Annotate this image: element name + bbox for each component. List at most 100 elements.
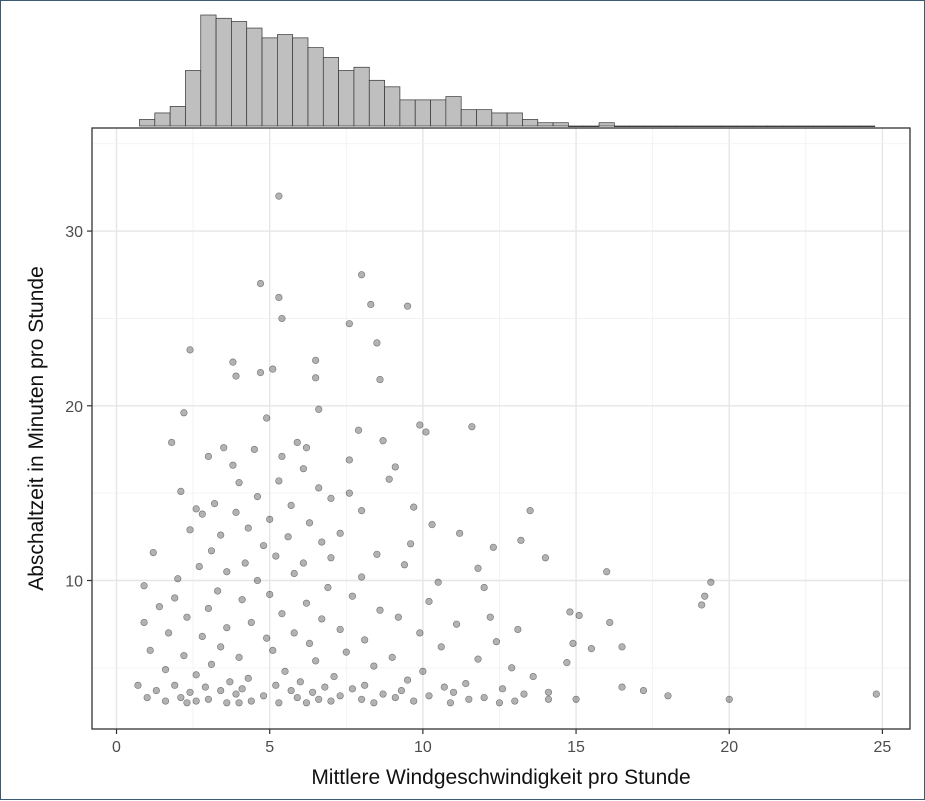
data-point xyxy=(223,699,231,707)
data-point xyxy=(223,568,231,576)
histogram-bar xyxy=(231,21,248,127)
histogram-bar xyxy=(721,125,738,127)
data-point xyxy=(358,507,366,515)
x-tick-label: 10 xyxy=(414,739,432,756)
data-point xyxy=(244,674,252,682)
data-point xyxy=(437,643,445,651)
data-point xyxy=(140,618,148,627)
data-point xyxy=(327,554,335,562)
data-point xyxy=(370,662,378,670)
data-point xyxy=(698,601,706,609)
data-point xyxy=(312,657,320,665)
data-point xyxy=(489,543,497,551)
histogram-bar xyxy=(185,70,202,127)
data-point xyxy=(263,634,271,642)
histogram-bar xyxy=(430,99,447,127)
data-point xyxy=(361,636,369,644)
data-point xyxy=(195,562,203,571)
data-point xyxy=(293,438,301,447)
x-tick-label: 5 xyxy=(265,739,274,756)
y-tick-label: 20 xyxy=(65,399,83,416)
data-point xyxy=(572,695,580,703)
data-point xyxy=(214,587,222,595)
data-point xyxy=(563,659,571,667)
data-point xyxy=(308,688,317,696)
data-point xyxy=(449,688,458,696)
histogram-bar xyxy=(690,125,707,127)
data-point xyxy=(324,583,332,592)
data-point xyxy=(269,646,277,654)
histogram-bar xyxy=(644,125,661,127)
data-point xyxy=(229,358,237,366)
histogram-bar xyxy=(797,125,814,127)
data-point xyxy=(253,493,262,501)
data-point xyxy=(348,685,357,693)
histogram-bar xyxy=(322,57,339,127)
data-point xyxy=(186,526,194,534)
data-point xyxy=(318,615,326,623)
plot-panel xyxy=(92,128,910,729)
data-point xyxy=(318,538,326,546)
data-point xyxy=(407,540,415,548)
data-point xyxy=(284,533,292,541)
data-point xyxy=(171,594,179,602)
data-point xyxy=(664,692,672,700)
histogram-bar xyxy=(338,70,355,127)
data-point xyxy=(155,603,164,611)
data-point xyxy=(707,578,715,586)
data-point xyxy=(566,608,574,616)
data-point xyxy=(259,692,268,700)
data-point xyxy=(198,632,206,641)
data-point xyxy=(440,683,448,691)
data-point xyxy=(397,686,406,695)
histogram-bar xyxy=(292,37,309,127)
data-point xyxy=(544,688,553,696)
data-point xyxy=(358,695,366,703)
data-point xyxy=(385,475,393,483)
data-point xyxy=(266,590,274,599)
grid-lines xyxy=(92,128,910,729)
data-point xyxy=(315,484,323,492)
data-point xyxy=(452,620,461,628)
data-point xyxy=(480,583,488,592)
data-point xyxy=(342,648,350,656)
data-point xyxy=(161,697,170,705)
data-point xyxy=(272,681,280,689)
data-point xyxy=(204,695,213,703)
data-point xyxy=(186,346,194,354)
data-point xyxy=(186,688,194,696)
data-point xyxy=(474,655,482,663)
data-point xyxy=(180,409,188,417)
data-point xyxy=(232,372,240,380)
histogram-bar xyxy=(476,109,493,127)
data-point xyxy=(603,568,611,576)
histogram-bar xyxy=(813,125,830,127)
data-point xyxy=(370,699,378,707)
histogram-bar xyxy=(675,125,692,127)
data-point xyxy=(410,503,418,511)
data-point xyxy=(336,625,344,634)
data-point xyxy=(312,374,320,382)
data-point xyxy=(278,610,286,618)
data-point xyxy=(247,697,255,705)
data-point xyxy=(462,679,470,688)
data-point xyxy=(480,693,488,702)
data-point xyxy=(235,479,243,487)
histogram-bar xyxy=(368,79,385,127)
data-point xyxy=(391,463,399,471)
data-point xyxy=(345,489,353,497)
data-point xyxy=(302,699,311,707)
histogram-bar xyxy=(659,125,676,127)
data-point xyxy=(492,638,501,646)
data-point xyxy=(725,695,733,703)
data-point xyxy=(305,519,314,527)
data-point xyxy=(330,672,338,681)
data-point xyxy=(266,515,274,523)
data-point xyxy=(544,695,553,703)
histogram-bar xyxy=(629,125,646,127)
data-point xyxy=(403,676,412,684)
data-point xyxy=(302,444,311,452)
data-point xyxy=(348,592,357,600)
